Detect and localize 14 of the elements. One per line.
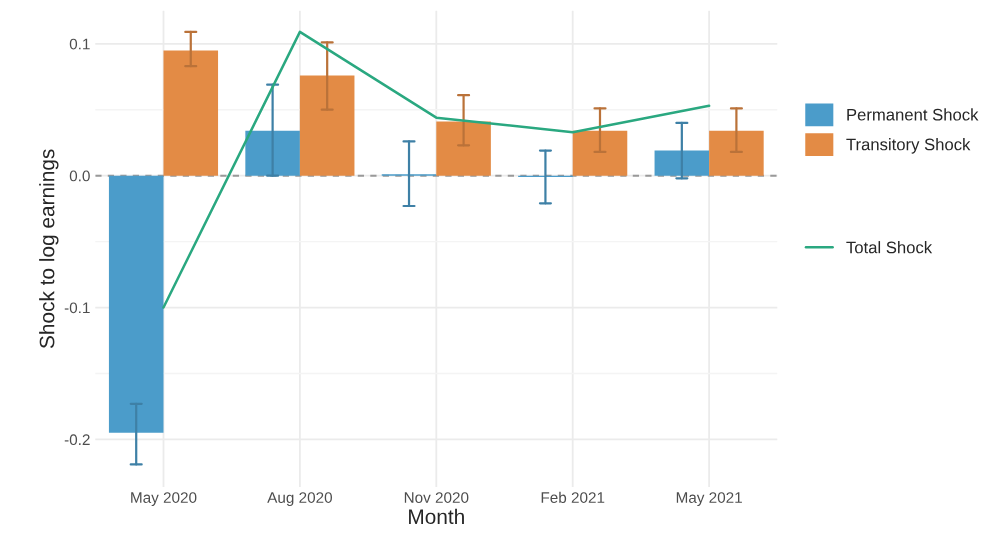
x-tick-label: May 2020 [131,492,197,506]
y-tick-label: 0.0 [69,170,90,182]
legend-label: Total Shock [846,241,933,254]
y-tick-label: 0.1 [69,38,90,50]
x-tick-label: Aug 2020 [267,492,333,506]
y-tick-label: -0.2 [64,434,90,446]
y-axis-title: Shock to log earnings [39,149,59,349]
x-axis-title: Month [409,508,464,525]
x-tick-label: Feb 2021 [541,491,605,503]
x-tick-label: Nov 2020 [404,492,469,503]
legend-label: Permanent Shock [847,108,979,121]
y-tick-label: -0.1 [64,302,90,314]
legend-label: Transitory Shock [846,138,971,154]
x-tick-label: May 2021 [676,492,742,506]
